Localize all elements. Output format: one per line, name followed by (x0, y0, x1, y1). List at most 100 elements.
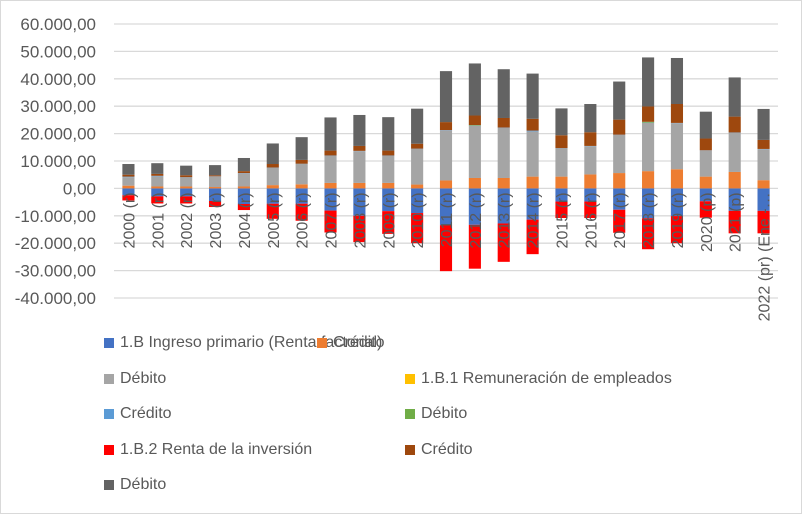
bar-segment (237, 173, 250, 187)
bar-segment (180, 175, 193, 178)
x-tick-label: 2004 (r) (237, 192, 254, 248)
bar-segment (642, 188, 655, 219)
x-tick-label: 2007 (r) (324, 192, 341, 248)
bar-segment (584, 188, 597, 202)
x-tick-label: 2000 (r) (121, 192, 138, 248)
bar-segment (728, 188, 741, 211)
x-tick-label: 2011 (r) (439, 192, 456, 247)
legend-label: Débito (120, 476, 167, 493)
x-tick-label: 2017 (r) (612, 192, 629, 248)
bar-segment (699, 176, 712, 189)
bar-segment (411, 184, 424, 189)
legend-swatch (405, 374, 415, 384)
legend-label: Débito (120, 370, 167, 387)
bar-segment (266, 203, 279, 219)
bar-segment (237, 186, 250, 189)
bar-segment (122, 185, 135, 189)
bar-segment (237, 171, 250, 174)
bar-segment (266, 188, 279, 204)
x-tick-label: 2020 (p) (699, 192, 716, 252)
x-tick-label: 2018 (r) (641, 192, 658, 248)
bar-segment (468, 188, 481, 225)
bar-segment (613, 188, 626, 210)
x-tick-label: 2022 (pr) (Ene -… (757, 192, 774, 321)
bar-segment (670, 188, 684, 217)
y-tick-label: -40.000,00 (15, 289, 96, 308)
bar-segment (642, 57, 655, 107)
bar-segment (439, 130, 453, 181)
bar-segment (382, 211, 395, 234)
y-tick-label: -10.000,00 (15, 207, 96, 226)
legend-item: Crédito (104, 405, 172, 423)
legend-swatch (104, 374, 114, 384)
bar-segment (208, 187, 222, 189)
bar-segment (555, 108, 568, 136)
bar-segment (670, 104, 684, 123)
legend-label: Crédito (120, 405, 172, 422)
bar-segment (353, 145, 366, 151)
bar-segment (728, 77, 741, 117)
y-tick-label: 30.000,00 (20, 97, 96, 116)
bar-segment (122, 174, 135, 177)
x-tick-label: 2008 (r) (352, 192, 369, 248)
legend-item: 1.B.2 Renta de la inversión (104, 441, 312, 459)
bar-segment (122, 177, 135, 186)
bar-segment (237, 157, 250, 172)
bar-segment (584, 146, 597, 175)
bar-segment (526, 131, 539, 177)
x-tick-label: 2015 (r) (554, 192, 571, 248)
bar-segment (324, 210, 337, 233)
x-tick-label: 2021 (p) (728, 192, 745, 252)
bar-segment (439, 71, 453, 123)
bar-segment (468, 115, 481, 126)
bar-segment (468, 224, 481, 269)
legend-label: 1.B Ingreso primario (Renta factorial) (120, 334, 383, 351)
bar-segment (411, 143, 424, 149)
bar-segment (208, 175, 222, 177)
bar-segment (728, 116, 741, 133)
bar-segment (642, 122, 655, 172)
bar-segment (728, 132, 741, 172)
bar-segment (353, 215, 366, 243)
bar-segment (324, 182, 337, 189)
bar-segment (497, 188, 510, 224)
bar-segment (526, 188, 539, 220)
bar-segment (757, 188, 770, 211)
bar-segment (439, 225, 453, 272)
bar-segment (555, 176, 568, 189)
bar-segment (180, 165, 193, 176)
y-tick-label: 40.000,00 (20, 70, 96, 89)
bar-segment (670, 57, 684, 105)
bar-segment (151, 175, 164, 177)
x-tick-label: 2002 (r) (179, 192, 196, 248)
bar-segment (382, 117, 395, 151)
bar-segment (439, 180, 453, 189)
bar-segment (382, 188, 395, 212)
bar-segment (670, 123, 684, 170)
legend-label: Crédito (333, 334, 385, 351)
bar-segment (180, 188, 193, 197)
bar-segment (151, 173, 164, 176)
bar-segment (353, 151, 366, 183)
bar-segment (555, 188, 568, 202)
bar-segment (411, 108, 424, 144)
bar-segment (122, 195, 135, 201)
bar-segment (584, 104, 597, 133)
bar-segment (642, 218, 655, 250)
legend-swatch (104, 409, 114, 419)
x-tick-label: 2010 (r) (410, 192, 427, 248)
bar-segment (122, 188, 135, 196)
x-tick-label: 2012 (r) (468, 192, 485, 248)
legend-item: Crédito (317, 334, 385, 352)
bar-segment (497, 69, 510, 118)
bar-segment (151, 176, 164, 187)
x-tick-label: 2014 (r) (526, 192, 543, 248)
bar-segment (266, 143, 279, 165)
bar-segment (642, 171, 655, 189)
x-tick-label: 2006 (r) (295, 192, 312, 248)
bar-segment (497, 127, 510, 178)
legend-swatch (104, 480, 114, 490)
bar-segment (757, 108, 770, 140)
bar-segment (613, 209, 626, 233)
